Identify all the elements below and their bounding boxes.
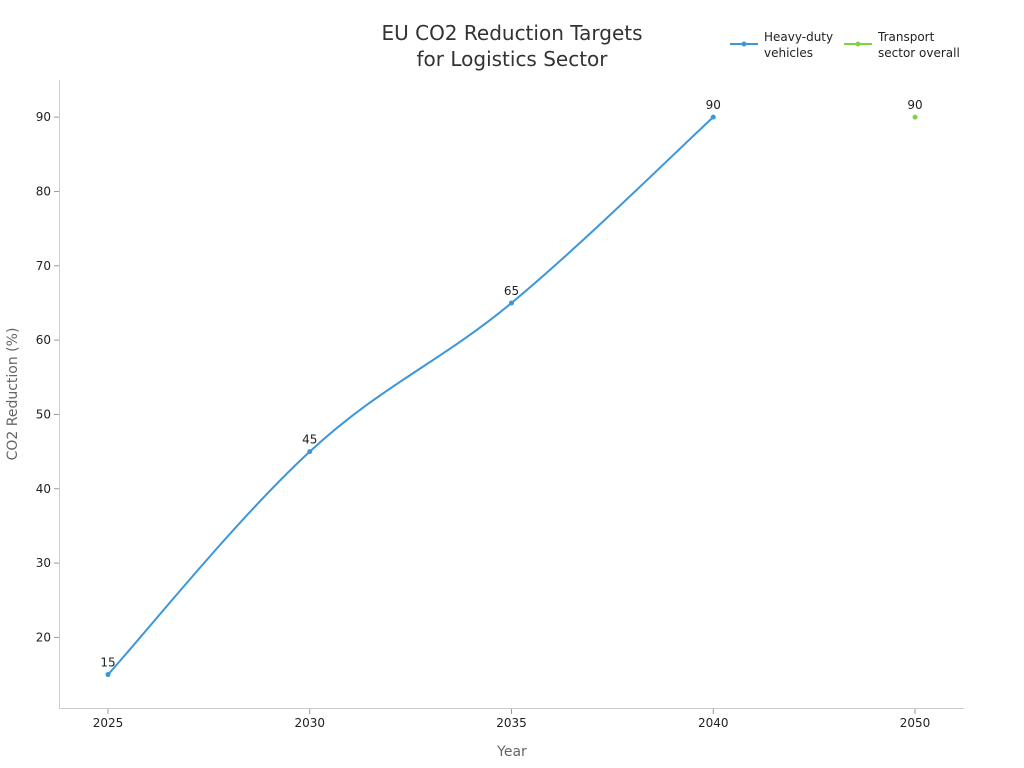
y-tick-label-30: 30 — [36, 556, 51, 570]
x-axis-ticks: 2025 2030 2035 2040 2050 — [93, 709, 931, 730]
legend-item-heavy-duty-vehicles[interactable]: Heavy-duty vehicles — [730, 30, 833, 60]
series-line-heavy-duty-vehicles — [107, 116, 714, 676]
legend-label-transport-sector-overall-line-2: sector overall — [878, 46, 960, 60]
y-tick-label-40: 40 — [36, 482, 51, 496]
legend-label-heavy-duty-vehicles-line-2: vehicles — [764, 46, 813, 60]
data-label-heavy-duty-vehicles-2035: 65 — [504, 284, 519, 298]
data-point-heavy-duty-vehicles-2040[interactable] — [710, 114, 716, 120]
legend-label-heavy-duty-vehicles-line-1: Heavy-duty — [764, 30, 833, 44]
x-tick-label-2030: 2030 — [294, 716, 325, 730]
y-axis-ticks: 20 30 40 50 60 70 80 90 — [36, 110, 59, 644]
chart-title-line-2: for Logistics Sector — [416, 47, 608, 71]
x-tick-label-2035: 2035 — [496, 716, 527, 730]
x-tick-label-2040: 2040 — [698, 716, 729, 730]
legend-label-transport-sector-overall-line-1: Transport — [877, 30, 935, 44]
data-point-transport-sector-overall-2050[interactable] — [912, 114, 918, 120]
chart-title-line-1: EU CO2 Reduction Targets — [381, 21, 642, 45]
plot-area: 15 45 65 90 90 — [100, 98, 923, 678]
data-point-heavy-duty-vehicles-2025[interactable] — [105, 672, 111, 678]
x-tick-label-2025: 2025 — [93, 716, 124, 730]
y-tick-label-60: 60 — [36, 333, 51, 347]
y-tick-label-20: 20 — [36, 630, 51, 644]
data-point-heavy-duty-vehicles-2035[interactable] — [509, 300, 514, 306]
y-tick-label-70: 70 — [36, 259, 51, 273]
data-label-heavy-duty-vehicles-2025: 15 — [100, 656, 115, 670]
x-axis-title: Year — [496, 744, 527, 760]
data-label-heavy-duty-vehicles-2030: 45 — [302, 433, 317, 447]
x-tick-label-2050: 2050 — [900, 716, 931, 730]
data-point-heavy-duty-vehicles-2030[interactable] — [307, 449, 313, 455]
y-tick-label-90: 90 — [36, 110, 51, 124]
y-tick-label-50: 50 — [36, 407, 51, 421]
data-label-heavy-duty-vehicles-2040: 90 — [706, 98, 721, 112]
legend-marker-heavy-duty-vehicles — [741, 41, 747, 47]
y-tick-label-80: 80 — [36, 184, 51, 198]
legend-marker-transport-sector-overall — [855, 41, 861, 47]
y-axis-title: CO2 Reduction (%) — [5, 328, 21, 461]
data-label-transport-sector-overall-2050: 90 — [907, 98, 922, 112]
legend-item-transport-sector-overall[interactable]: Transport sector overall — [844, 30, 960, 60]
legend: Heavy-duty vehicles Transport sector ove… — [730, 30, 960, 60]
